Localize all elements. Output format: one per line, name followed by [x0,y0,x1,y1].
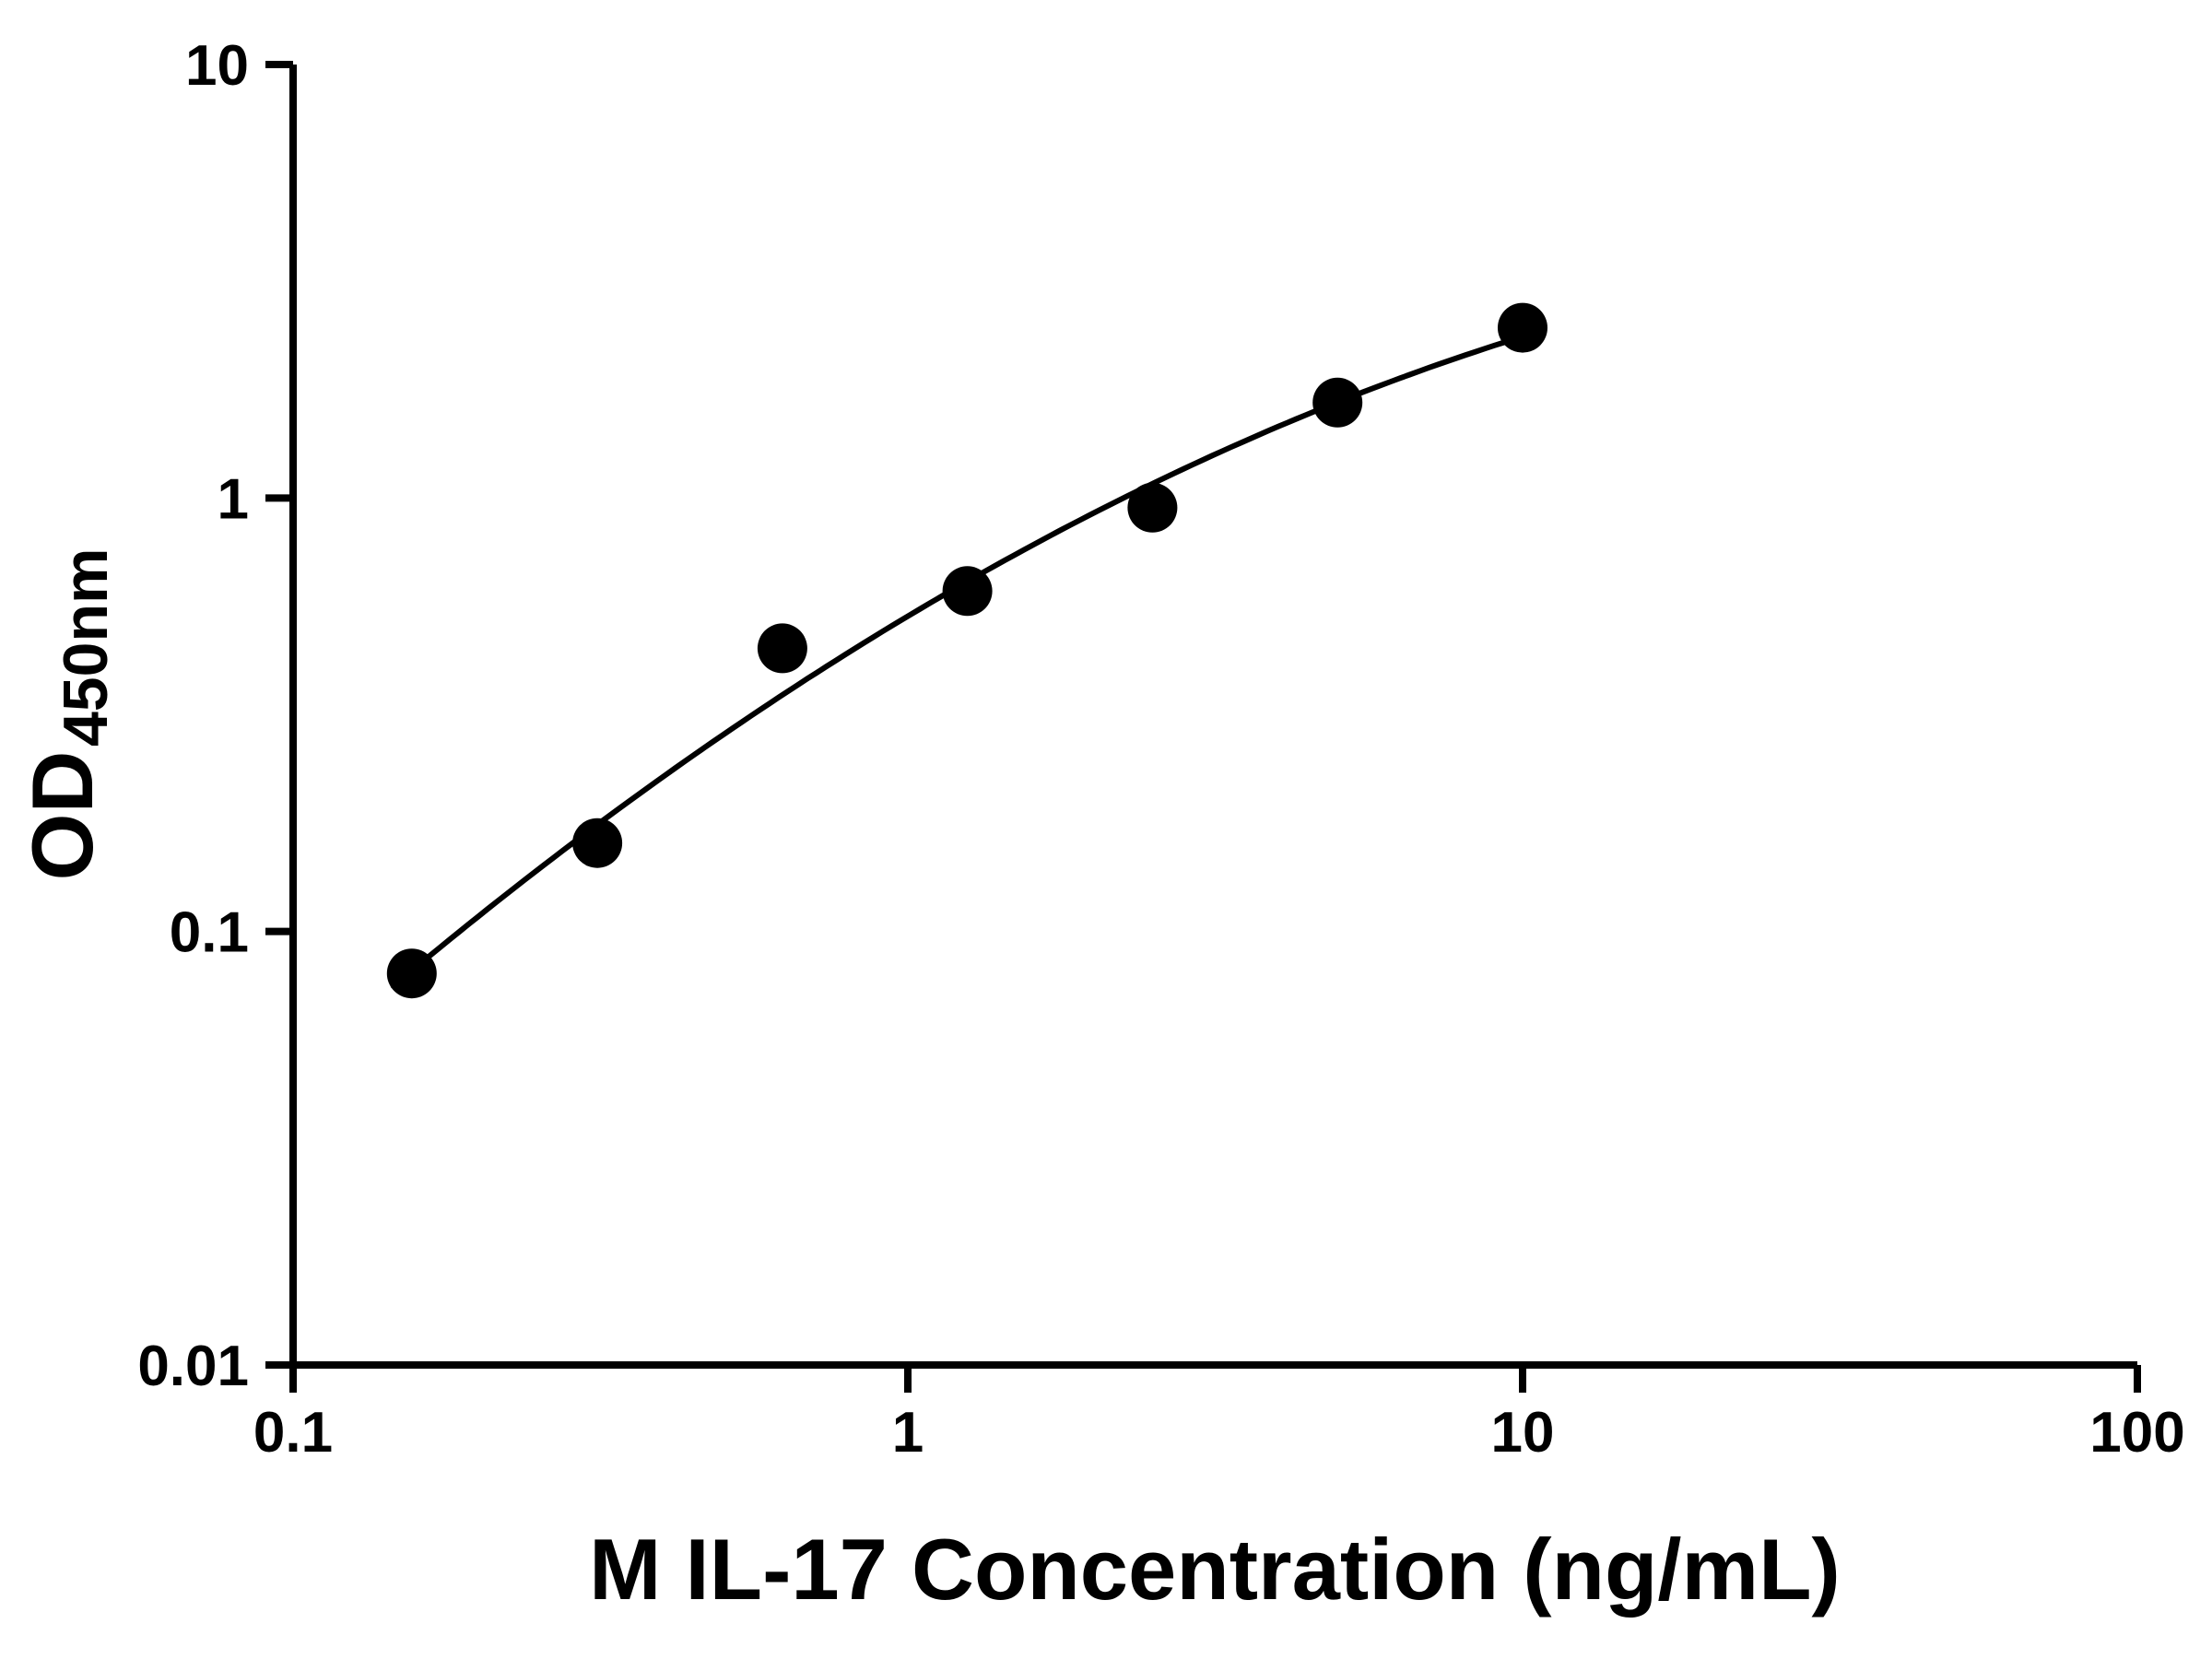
data-points-group [386,302,1547,999]
x-tick-label: 100 [2089,1401,2184,1465]
data-point [757,623,807,674]
fit-curve-group [390,334,1525,989]
x-tick-label: 1 [892,1401,924,1465]
data-point [1498,302,1547,353]
fit-curve [390,334,1525,989]
x-axis-title: M IL-17 Concentration (ng/mL) [589,1521,1841,1618]
data-point [942,566,993,617]
y-axis-title-main: OD [14,750,111,880]
y-tick-label: 1 [218,467,249,531]
y-tick-label: 10 [185,34,249,98]
y-axis-title-sub: 450nm [51,548,121,747]
y-tick-label: 0.1 [170,901,249,965]
data-point [386,948,437,999]
data-point [1312,377,1363,428]
y-axis-title: OD 450nm [14,548,121,881]
data-point [1127,482,1178,533]
data-point [572,818,623,868]
y-tick-label: 0.01 [137,1335,249,1398]
x-tick-label: 0.1 [253,1401,333,1465]
x-tick-label: 10 [1491,1401,1555,1465]
